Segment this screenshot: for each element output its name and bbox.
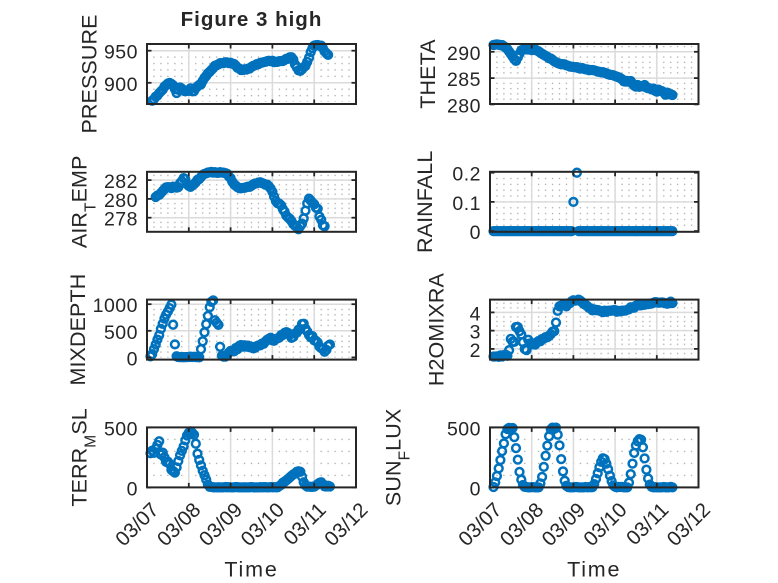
svg-text:0.1: 0.1	[452, 193, 481, 215]
svg-text:950: 950	[104, 42, 138, 64]
svg-text:290: 290	[447, 43, 481, 65]
svg-text:280: 280	[104, 190, 138, 212]
svg-text:0: 0	[127, 348, 138, 370]
svg-text:TERRMSL: TERRMSL	[68, 408, 100, 506]
svg-text:280: 280	[447, 95, 481, 117]
svg-text:500: 500	[104, 418, 138, 440]
svg-text:0: 0	[470, 478, 481, 500]
svg-text:285: 285	[447, 69, 481, 91]
svg-text:0: 0	[470, 222, 481, 244]
svg-text:500: 500	[447, 418, 481, 440]
svg-text:4: 4	[470, 303, 481, 325]
svg-text:1000: 1000	[93, 295, 138, 317]
svg-text:500: 500	[104, 322, 138, 344]
svg-text:900: 900	[104, 74, 138, 96]
svg-text:0.2: 0.2	[452, 164, 481, 186]
svg-text:RAINFALL: RAINFALL	[413, 151, 437, 253]
svg-text:PRESSURE: PRESSURE	[78, 14, 102, 133]
svg-text:2: 2	[470, 340, 481, 362]
svg-text:0: 0	[127, 478, 138, 500]
svg-text:282: 282	[104, 171, 138, 193]
svg-text:H2OMIXRA: H2OMIXRA	[425, 272, 449, 386]
svg-text:AIRTEMP: AIRTEMP	[68, 155, 100, 248]
svg-text:278: 278	[104, 209, 138, 231]
svg-text:MIXDEPTH: MIXDEPTH	[66, 274, 90, 386]
svg-text:Figure 3 high: Figure 3 high	[181, 8, 323, 31]
svg-text:THETA: THETA	[416, 39, 440, 109]
svg-text:3: 3	[470, 322, 481, 344]
svg-text:Time: Time	[567, 558, 621, 582]
svg-text:Time: Time	[224, 558, 278, 582]
svg-text:SUNFLUX: SUNFLUX	[382, 409, 414, 506]
